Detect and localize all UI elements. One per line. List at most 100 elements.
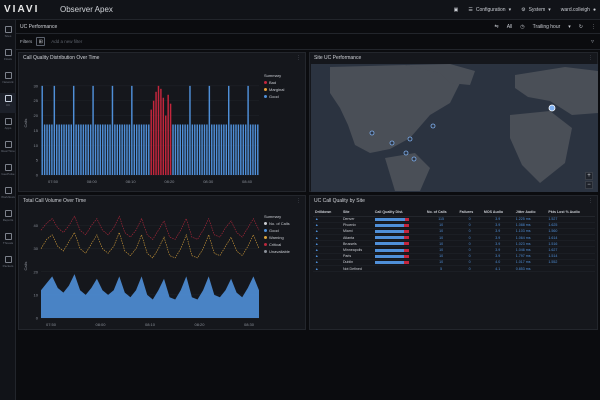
site-marker[interactable] xyxy=(407,136,413,142)
bar-good[interactable] xyxy=(179,124,182,175)
bar-good[interactable] xyxy=(104,124,106,175)
time-range-select[interactable]: Trailing hour xyxy=(532,24,561,30)
drilldown-icon[interactable]: ▲ xyxy=(315,223,319,228)
bar-good[interactable] xyxy=(89,124,92,175)
bar-bad[interactable] xyxy=(165,115,167,175)
legend-item-bad[interactable]: Bad xyxy=(264,80,284,85)
bar-good[interactable] xyxy=(237,124,240,175)
bar-good[interactable] xyxy=(249,124,252,175)
bar-good[interactable] xyxy=(65,124,68,175)
bar-good[interactable] xyxy=(97,124,99,175)
bar-good[interactable] xyxy=(244,124,247,175)
table-row[interactable]: ▲ Miami 10 0 3.9 1.103 ms 1.560 xyxy=(313,228,595,236)
bar-good[interactable] xyxy=(46,124,48,175)
table-row[interactable]: ▲ Phoenix 10 0 3.9 1.088 ms 1.625 xyxy=(313,222,595,229)
sidebar-item-network[interactable]: Network xyxy=(0,70,16,90)
bar-good[interactable] xyxy=(60,124,63,175)
world-map[interactable] xyxy=(310,53,599,193)
legend-item-marginal[interactable]: Marginal xyxy=(264,87,284,92)
drilldown-icon[interactable]: ▲ xyxy=(315,254,319,259)
bar-good[interactable] xyxy=(247,85,249,175)
line-warning[interactable] xyxy=(40,231,260,259)
bar-good[interactable] xyxy=(227,85,230,175)
site-marker[interactable] xyxy=(389,140,395,146)
bar-good[interactable] xyxy=(196,124,198,175)
bar-good[interactable] xyxy=(211,124,213,175)
line-critical[interactable] xyxy=(40,215,260,240)
bar-good[interactable] xyxy=(218,124,220,175)
bar-good[interactable] xyxy=(225,124,228,175)
bar-good[interactable] xyxy=(191,124,194,175)
drilldown-icon[interactable]: ▲ xyxy=(315,235,319,240)
column-header[interactable]: Pkts Lost % Audio xyxy=(546,209,595,217)
zoom-out-button[interactable]: − xyxy=(585,181,593,189)
column-header[interactable]: MOS Audio xyxy=(481,209,514,217)
bar-bad[interactable] xyxy=(150,109,152,175)
column-header[interactable]: Call Quality Dist. xyxy=(372,209,425,217)
filter-input[interactable]: Add a new filter xyxy=(51,39,83,44)
bar-good[interactable] xyxy=(148,124,150,175)
bar-good[interactable] xyxy=(186,124,189,175)
bar-good[interactable] xyxy=(242,124,244,175)
sidebar-item-geopulse[interactable]: GeoPulse xyxy=(0,162,16,182)
site-marker[interactable] xyxy=(369,130,375,136)
site-marker[interactable] xyxy=(403,150,409,156)
column-header[interactable]: Site xyxy=(340,209,373,217)
sidebar-item-flows[interactable]: Flows xyxy=(0,47,16,67)
bar-good[interactable] xyxy=(126,124,128,175)
sidebar-item-uc[interactable]: UC xyxy=(0,93,16,113)
user-menu[interactable]: ward.colleigh ● xyxy=(561,7,596,13)
column-header[interactable]: Jitter Audio xyxy=(513,209,547,217)
bar-good[interactable] xyxy=(87,124,89,175)
bar-good[interactable] xyxy=(123,124,126,175)
bar-good[interactable] xyxy=(77,124,80,175)
bar-good[interactable] xyxy=(172,124,174,175)
sidebar-item-threats[interactable]: Threats xyxy=(0,231,16,251)
bar-good[interactable] xyxy=(99,124,102,175)
bar-good[interactable] xyxy=(56,124,58,175)
table-row[interactable]: ▲ Dublin 10 0 4.0 1.017 ms 1.552 xyxy=(313,259,595,267)
bar-good[interactable] xyxy=(235,124,237,175)
sidebar-item-sites[interactable]: Sites xyxy=(0,24,16,44)
bar-good[interactable] xyxy=(252,124,254,175)
area-good[interactable] xyxy=(41,274,259,318)
bar-good[interactable] xyxy=(109,124,111,175)
panel-menu-icon[interactable]: ⋮ xyxy=(296,198,301,204)
bar-good[interactable] xyxy=(111,85,114,175)
panel-menu-icon[interactable]: ⋮ xyxy=(588,198,593,204)
bar-good[interactable] xyxy=(213,124,215,175)
panel-menu-icon[interactable]: ⋮ xyxy=(588,55,593,61)
bar-good[interactable] xyxy=(41,85,43,175)
drilldown-icon[interactable]: ▲ xyxy=(315,260,319,265)
bar-good[interactable] xyxy=(220,124,223,175)
bar-bad[interactable] xyxy=(157,85,160,175)
drilldown-icon[interactable]: ▲ xyxy=(315,266,319,271)
table-row[interactable]: ▲ Brussels 10 0 3.9 1.023 ms 1.516 xyxy=(313,240,595,248)
bar-good[interactable] xyxy=(223,124,225,175)
drilldown-icon[interactable]: ▲ xyxy=(315,229,319,234)
sidebar-item-apps[interactable]: Apps xyxy=(0,116,16,136)
sidebar-item-reports[interactable]: Reports xyxy=(0,208,16,228)
refresh-icon[interactable]: ↻ xyxy=(578,24,583,30)
filter-icon[interactable]: ⊞ xyxy=(36,37,46,46)
bar-good[interactable] xyxy=(174,124,177,175)
bar-good[interactable] xyxy=(72,85,75,175)
bar-good[interactable] xyxy=(257,124,259,175)
configuration-menu[interactable]: ☰ Configuration ▾ xyxy=(468,7,511,13)
bar-good[interactable] xyxy=(230,124,232,175)
table-row[interactable]: ▲ Paris 10 0 3.9 1.797 ms 1.514 xyxy=(313,253,595,260)
bar-good[interactable] xyxy=(128,124,131,175)
drilldown-icon[interactable]: ▲ xyxy=(315,248,319,253)
legend-item-calls[interactable]: No. of Calls xyxy=(264,221,290,226)
bar-good[interactable] xyxy=(94,124,97,175)
site-marker[interactable] xyxy=(411,156,417,162)
bar-good[interactable] xyxy=(232,124,235,175)
column-header[interactable]: Failures xyxy=(457,209,482,217)
bar-good[interactable] xyxy=(63,124,65,175)
legend-item-critical[interactable]: Critical xyxy=(264,242,290,247)
bar-good[interactable] xyxy=(121,124,123,175)
bar-good[interactable] xyxy=(114,124,116,175)
briefcase-icon[interactable]: ▣ xyxy=(453,7,459,13)
bar-good[interactable] xyxy=(58,124,60,175)
zoom-in-button[interactable]: + xyxy=(585,172,593,180)
